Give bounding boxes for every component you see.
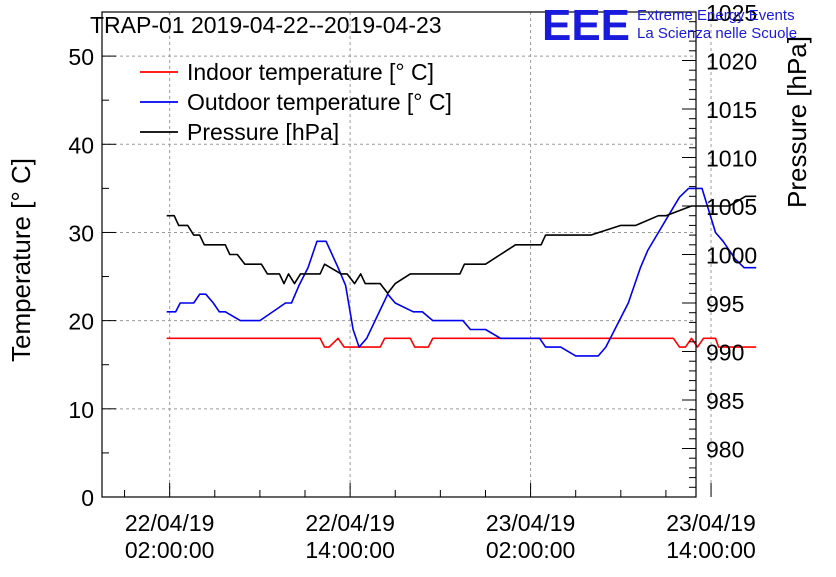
chart-title: TRAP-01 2019-04-22--2019-04-23: [90, 12, 442, 38]
x-tick-label-time: 02:00:00: [486, 537, 576, 563]
series-line-1: [166, 337, 757, 348]
series-line-2: [166, 187, 757, 357]
y2-tick-label: 1015: [706, 97, 757, 123]
grid: [102, 12, 712, 497]
y2-tick-label: 1025: [706, 0, 757, 26]
logo-mark: EEE: [542, 1, 630, 50]
y2-tick-label: 1000: [706, 243, 757, 269]
logo-line-2: La Scienza nelle Scuole: [637, 25, 797, 42]
y-tick-label: 40: [68, 132, 94, 158]
logo-line-1: Extreme Energy Events: [637, 7, 795, 24]
y-tick-label: 30: [68, 220, 94, 246]
series-line-3: [166, 195, 757, 295]
x-tick-label-date: 22/04/19: [305, 510, 395, 536]
x-tick-label-time: 14:00:00: [305, 537, 395, 563]
legend: Indoor temperature [° C] Outdoor temperat…: [140, 59, 452, 145]
axes: 0102030405098098599099510001005101010151…: [68, 0, 757, 563]
y2-tick-label: 1010: [706, 146, 757, 172]
y2-axis-label: Pressure [hPa]: [782, 36, 812, 208]
y-tick-label: 10: [68, 397, 94, 423]
legend-label: Outdoor temperature [° C]: [187, 89, 452, 115]
eee-logo: EEE Extreme Energy Events La Scienza nel…: [542, 1, 797, 50]
x-tick-label-date: 23/04/19: [486, 510, 576, 536]
y-axis-label: Temperature [° C]: [6, 158, 36, 362]
x-tick-label-time: 14:00:00: [666, 537, 756, 563]
y-tick-label: 50: [68, 44, 94, 70]
y2-tick-label: 985: [706, 388, 744, 414]
x-tick-label-date: 22/04/19: [125, 510, 215, 536]
legend-label: Pressure [hPa]: [187, 119, 339, 145]
y2-tick-label: 990: [706, 340, 744, 366]
x-tick-label-date: 23/04/19: [666, 510, 756, 536]
y2-tick-label: 1020: [706, 49, 757, 75]
legend-label: Indoor temperature [° C]: [187, 59, 434, 85]
y2-tick-label: 995: [706, 291, 744, 317]
y2-tick-label: 1005: [706, 194, 757, 220]
y-tick-label: 20: [68, 309, 94, 335]
x-tick-label-time: 02:00:00: [125, 537, 215, 563]
series-layer: [166, 187, 757, 357]
y2-tick-label: 980: [706, 437, 744, 463]
y-tick-label: 0: [81, 485, 94, 511]
